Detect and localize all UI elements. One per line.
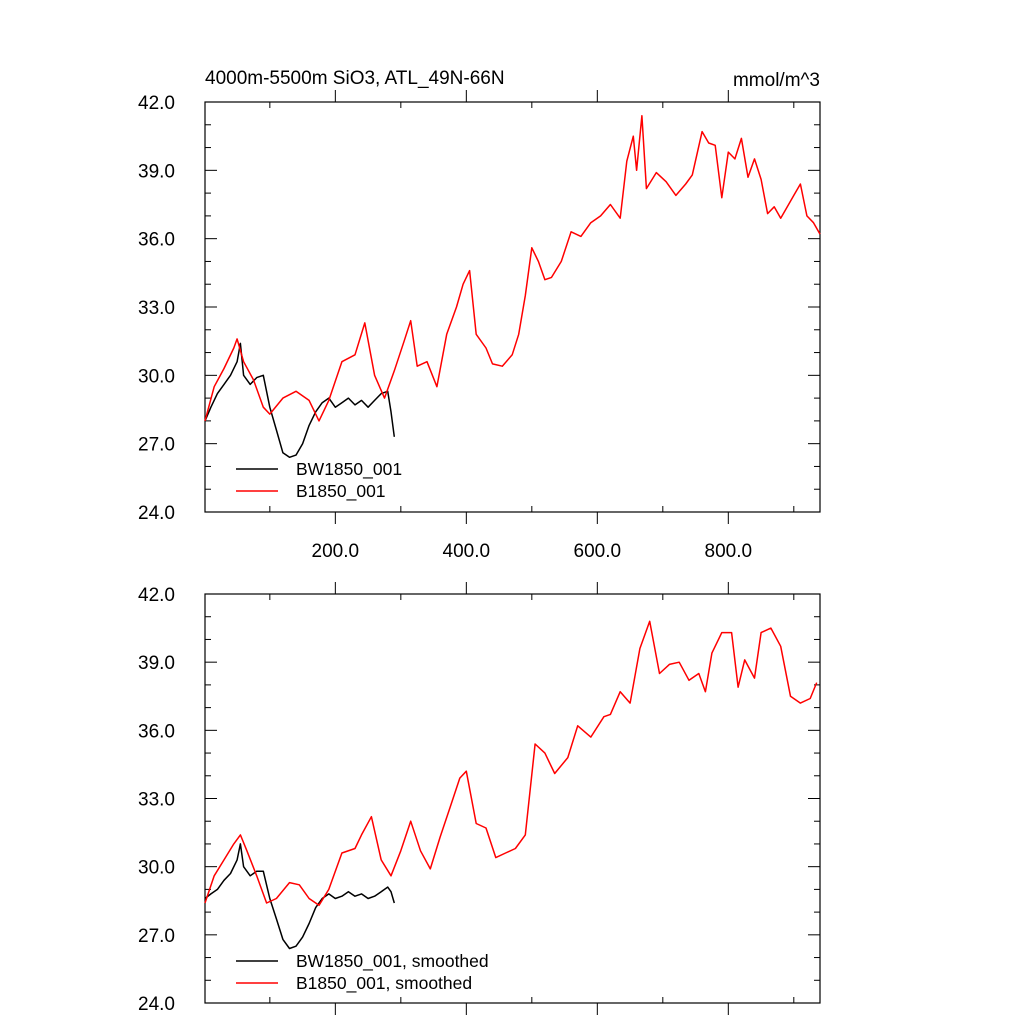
y-tick-label: 27.0 xyxy=(138,435,175,456)
x-tick-label: 400.0 xyxy=(443,541,491,562)
chart-title: 4000m-5500m SiO3, ATL_49N-66N xyxy=(205,68,505,89)
y-tick-label: 42.0 xyxy=(138,93,175,114)
series-line-0 xyxy=(204,342,396,459)
y-tick-label: 30.0 xyxy=(138,858,175,879)
bottom-panel: 24.0 27.0 30.0 33.0 36.0 39.0 42.0 BW1850_001, … xyxy=(138,582,821,1015)
y-tick-label: 39.0 xyxy=(138,161,175,182)
y-tick-label: 42.0 xyxy=(138,585,175,606)
y-tick-label: 24.0 xyxy=(138,503,175,524)
y-tick-label: 36.0 xyxy=(138,230,175,251)
y-tick-label: 33.0 xyxy=(138,298,175,319)
legend-label: B1850_001, smoothed xyxy=(296,973,472,994)
legend-label: BW1850_001, smoothed xyxy=(296,951,489,972)
y-tick-label: 33.0 xyxy=(138,790,175,811)
x-tick-label: 200.0 xyxy=(312,541,360,562)
y-tick-label: 39.0 xyxy=(138,653,175,674)
plot-frame xyxy=(204,593,821,1004)
units-label: mmol/m^3 xyxy=(733,70,820,91)
x-tick-label: 800.0 xyxy=(705,541,753,562)
x-tick-label: 600.0 xyxy=(574,541,622,562)
series-line-1 xyxy=(204,114,821,422)
legend-label: BW1850_001 xyxy=(296,459,402,480)
legend-label: B1850_001 xyxy=(296,481,386,502)
y-tick-label: 24.0 xyxy=(138,994,175,1015)
y-tick-label: 30.0 xyxy=(138,366,175,387)
series-line-1 xyxy=(204,620,818,907)
top-panel: 4000m-5500m SiO3, ATL_49N-66N mmol/m^3 2… xyxy=(138,68,821,562)
series-line-0 xyxy=(204,843,396,950)
y-tick-label: 36.0 xyxy=(138,721,175,742)
plot-frame xyxy=(204,101,821,513)
y-tick-label: 27.0 xyxy=(138,926,175,947)
